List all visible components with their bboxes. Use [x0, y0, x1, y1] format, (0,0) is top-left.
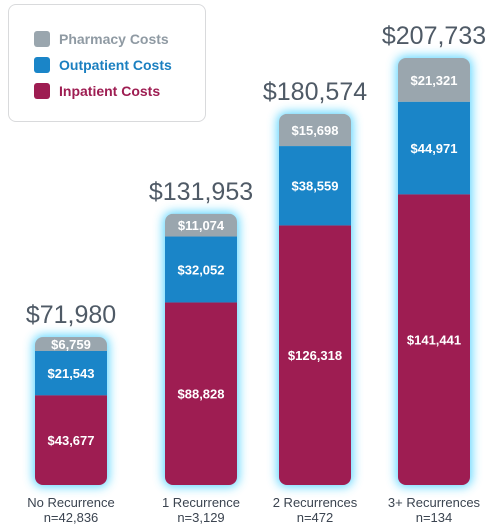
total-label: $71,980 [26, 301, 116, 329]
category-label: No Recurrence [27, 495, 114, 510]
category-sublabel: n=42,836 [44, 510, 99, 525]
bar-stack [398, 58, 470, 485]
data-label-outpatient: $21,543 [48, 366, 95, 381]
data-label-inpatient: $43,677 [48, 433, 95, 448]
category-sublabel: n=472 [297, 510, 334, 525]
legend-swatch-inpatient [34, 83, 50, 99]
data-label-inpatient: $88,828 [178, 387, 225, 402]
bar-stack [279, 113, 351, 485]
data-label-outpatient: $44,971 [411, 141, 458, 156]
legend-item-inpatient: Inpatient Costs [34, 81, 160, 101]
bar-stack [165, 213, 237, 485]
data-label-inpatient: $141,441 [407, 333, 461, 348]
category-label: 3+ Recurrences [388, 495, 481, 510]
legend-swatch-outpatient [34, 57, 50, 73]
bar-segment-inpatient [279, 225, 351, 485]
category-label: 1 Recurrence [162, 495, 240, 510]
legend-item-pharmacy: Pharmacy Costs [34, 29, 169, 49]
data-label-pharmacy: $6,759 [51, 337, 91, 352]
bar-segment-inpatient [165, 302, 237, 485]
bar-stack [35, 337, 107, 485]
data-label-pharmacy: $21,321 [411, 73, 458, 88]
category-label: 2 Recurrences [273, 495, 358, 510]
bar-segment-pharmacy [398, 58, 470, 102]
data-label-outpatient: $38,559 [292, 179, 339, 194]
data-label-pharmacy: $11,074 [178, 218, 225, 233]
category-sublabel: n=3,129 [177, 510, 224, 525]
data-label-outpatient: $32,052 [178, 262, 225, 277]
legend-label-outpatient: Outpatient Costs [59, 57, 172, 73]
bar-segment-pharmacy [35, 337, 107, 351]
data-label-inpatient: $126,318 [288, 348, 342, 363]
total-label: $180,574 [263, 78, 367, 106]
bar-segment-inpatient [398, 194, 470, 485]
total-label: $131,953 [149, 178, 253, 206]
bar-segment-outpatient [398, 101, 470, 195]
legend-label-pharmacy: Pharmacy Costs [59, 31, 169, 47]
legend-label-inpatient: Inpatient Costs [59, 83, 161, 99]
bar-segment-pharmacy [279, 113, 351, 147]
bar-segment-pharmacy [165, 213, 237, 237]
data-label-pharmacy: $15,698 [292, 123, 339, 138]
total-label: $207,733 [382, 22, 486, 50]
legend-item-outpatient: Outpatient Costs [34, 55, 172, 75]
bar-segment-outpatient [279, 146, 351, 226]
bar-segment-outpatient [165, 236, 237, 303]
category-sublabel: n=134 [416, 510, 453, 525]
bar-segment-inpatient [35, 395, 107, 485]
legend-swatch-pharmacy [34, 31, 50, 47]
legend: Pharmacy Costs Outpatient Costs Inpatien… [8, 4, 206, 122]
bar-segment-outpatient [35, 350, 107, 396]
